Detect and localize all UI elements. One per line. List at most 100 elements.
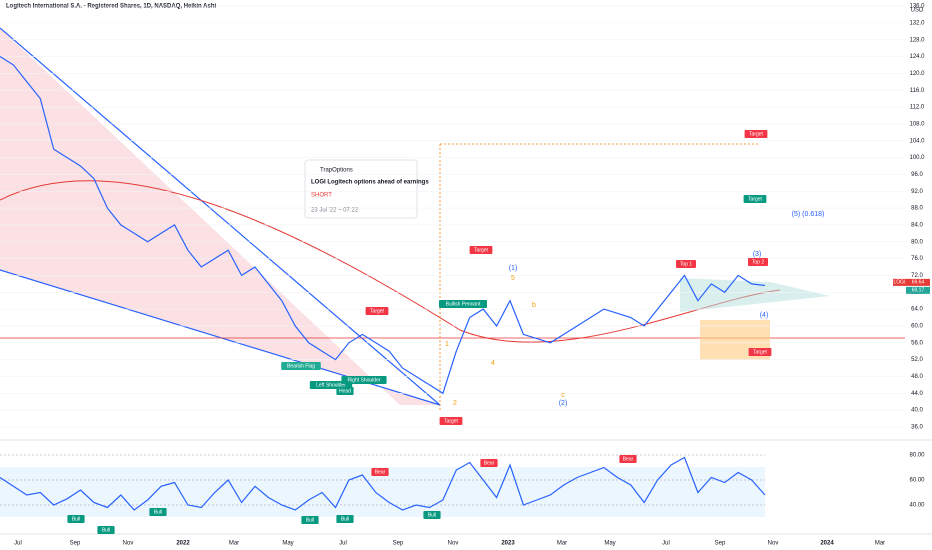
annotation: Bearish Flag xyxy=(287,363,315,369)
annotation: Bull xyxy=(72,516,80,522)
chart-title: Logitech International S.A. - Registered… xyxy=(6,4,216,10)
annotation-box xyxy=(341,376,387,384)
y-tick-label: 72.0 xyxy=(911,273,923,279)
y-tick-label: 84.0 xyxy=(911,222,923,228)
symbol-label: LOGI xyxy=(894,280,906,286)
y-tick-label: 76.0 xyxy=(911,256,923,262)
annotation: Bullish Pennant xyxy=(446,301,481,307)
rsi-tick-label: 80.00 xyxy=(909,453,925,459)
y-tick-label: 132.0 xyxy=(909,20,925,26)
annotation: Bear xyxy=(484,460,495,466)
annotation: Target xyxy=(444,418,459,424)
x-tick-label: 2022 xyxy=(176,541,190,547)
annotation: Target xyxy=(370,308,385,314)
annotation: Bull xyxy=(428,512,436,518)
price-tag-label: 69.17 xyxy=(912,288,925,294)
moving-average xyxy=(0,180,781,343)
annotation-box xyxy=(336,387,354,395)
wave-label: c xyxy=(561,392,565,399)
y-tick-label: 116.0 xyxy=(910,88,925,94)
y-tick-label: 56.0 xyxy=(911,340,923,346)
idea-date: 23 Jul '22 – 07:22 xyxy=(311,208,359,214)
x-tick-label: Sep xyxy=(70,541,81,547)
annotation-box xyxy=(743,195,767,203)
annotation-box xyxy=(67,515,85,523)
idea-title: LOGI Logitech options ahead of earnings xyxy=(311,180,429,186)
currency: USD xyxy=(911,8,924,14)
annotation: Head xyxy=(339,388,351,394)
annotation: Top 2 xyxy=(752,259,764,265)
y-tick-label: 60.0 xyxy=(911,324,923,330)
y-tick-label: 64.0 xyxy=(911,307,923,313)
annotation: Target xyxy=(753,349,768,355)
wave-label: 5 xyxy=(511,275,515,282)
annotation-box xyxy=(365,307,389,315)
wave-label: b xyxy=(532,302,536,309)
annotation-box xyxy=(281,362,321,370)
idea-side: SHORT xyxy=(311,193,332,199)
wave-label: 1 xyxy=(445,341,449,348)
annotation-box xyxy=(336,515,354,523)
wedge-fill xyxy=(0,28,440,405)
wave-label: 4 xyxy=(491,360,495,367)
wave-label: (4) xyxy=(760,312,769,319)
annotation: Bull xyxy=(341,516,349,522)
wave-label: 2 xyxy=(453,400,457,407)
pennant xyxy=(680,278,830,312)
annotation: Left Shoulder xyxy=(316,382,346,388)
annotation: Bull xyxy=(306,517,314,523)
y-tick-label: 92.0 xyxy=(911,189,923,195)
annotation-box xyxy=(744,130,768,138)
x-tick-label: Jul xyxy=(339,541,347,547)
idea-author: TrapOptions xyxy=(320,168,353,174)
x-tick-label: Jul xyxy=(14,541,22,547)
annotation-box xyxy=(301,516,319,524)
y-tick-label: 128.0 xyxy=(909,37,925,43)
annotation-box xyxy=(748,258,768,266)
x-tick-label: Sep xyxy=(393,541,404,547)
wave-label: (2) xyxy=(559,400,568,407)
x-tick-label: May xyxy=(604,541,615,547)
annotation: Target xyxy=(748,196,763,202)
annotation: Bear xyxy=(375,469,386,475)
y-tick-label: 40.0 xyxy=(911,408,923,414)
y-tick-label: 136.0 xyxy=(909,4,925,10)
annotation-box xyxy=(439,417,463,425)
annotation: Bear xyxy=(623,456,634,462)
annotation-box xyxy=(371,468,389,476)
annotation-box xyxy=(619,455,637,463)
wave-label: (5) (0.618) xyxy=(792,211,825,218)
y-tick-label: 52.0 xyxy=(911,357,923,363)
x-tick-label: Nov xyxy=(768,541,779,547)
x-tick-label: 2024 xyxy=(820,541,834,547)
rsi-line xyxy=(0,456,766,511)
x-tick-label: Mar xyxy=(875,541,885,547)
price-tag-label: 69.64 xyxy=(912,280,925,286)
annotation-box xyxy=(469,246,493,254)
price-tag xyxy=(906,286,930,294)
annotation-box xyxy=(480,459,498,467)
x-tick-label: Mar xyxy=(229,541,239,547)
annotation: Target xyxy=(474,247,489,253)
y-tick-label: 44.0 xyxy=(911,391,923,397)
y-tick-label: 88.0 xyxy=(911,206,923,212)
trendline xyxy=(0,27,441,406)
annotation-box xyxy=(676,260,696,268)
price-line xyxy=(0,55,766,395)
x-tick-label: Mar xyxy=(557,541,567,547)
annotation-box xyxy=(97,526,115,534)
annotation-box xyxy=(748,348,772,356)
x-tick-label: Jul xyxy=(662,541,670,547)
wave-label: (1) xyxy=(509,265,518,272)
y-tick-label: 112.0 xyxy=(910,105,925,111)
annotation-box xyxy=(149,508,167,516)
annotation: Top 1 xyxy=(680,261,692,267)
rsi-tick-label: 60.00 xyxy=(909,478,925,484)
annotation: Right Shoulder xyxy=(347,377,380,383)
y-tick-label: 80.0 xyxy=(911,239,923,245)
x-tick-label: 2023 xyxy=(501,541,515,547)
y-tick-label: 120.0 xyxy=(909,71,925,77)
y-tick-label: 108.0 xyxy=(909,121,925,127)
price-axis xyxy=(905,0,932,440)
